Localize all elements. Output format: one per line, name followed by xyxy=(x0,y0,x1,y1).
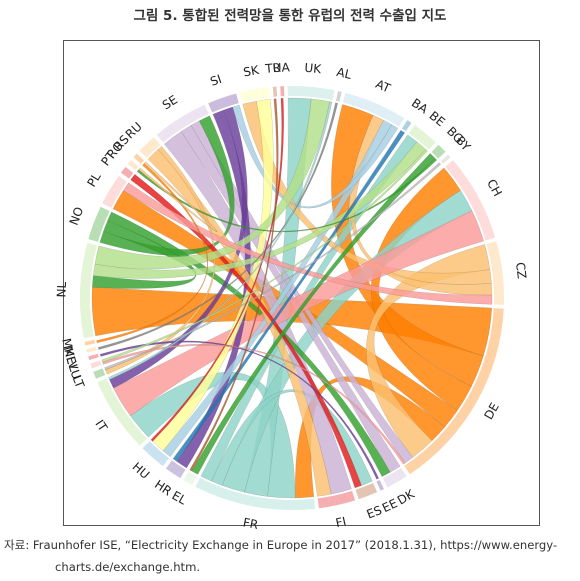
arc-ba xyxy=(401,120,412,132)
arc-si xyxy=(208,93,239,113)
arc-pt xyxy=(120,166,134,179)
arc-al xyxy=(335,91,342,102)
node-label-hu: HU xyxy=(130,460,153,482)
arc-no xyxy=(88,206,110,242)
node-label-ba: BA xyxy=(409,96,431,117)
node-label-dk: DK xyxy=(395,486,418,507)
arc-ee xyxy=(376,480,384,491)
ribbon-al-me xyxy=(97,102,339,350)
figure-title: 그림 5. 통합된 전력망을 통한 유럽의 전력 수출입 지도 xyxy=(133,8,447,24)
figure-source: 자료: Fraunhofer ISE, “Electricity Exchang… xyxy=(4,534,576,578)
node-label-pl: PL xyxy=(84,170,103,189)
node-label-uk: UK xyxy=(304,61,323,77)
node-label-tr: TR xyxy=(264,61,282,76)
arcs-layer xyxy=(79,86,504,511)
arc-at xyxy=(342,92,405,127)
arc-dk xyxy=(382,467,407,488)
node-label-cz: CZ xyxy=(513,261,529,279)
ribbon-de-at xyxy=(331,104,484,387)
node-label-nl: NL xyxy=(54,281,69,297)
ribbon-se-dk xyxy=(180,125,401,473)
node-label-el: EL xyxy=(170,488,190,507)
ribbon-ru-lt xyxy=(105,145,216,375)
ribbon-by-lt xyxy=(104,162,442,371)
ribbon-ro-rs xyxy=(138,161,218,233)
ribbon-at-si xyxy=(232,104,399,209)
arc-pl xyxy=(102,175,127,208)
ribbon-tr-el xyxy=(189,98,279,472)
node-label-lv: LV xyxy=(63,355,81,373)
node-label-hr: HR xyxy=(152,477,174,498)
chord-diagram: UK ALATBABEBGBYCHCZDEDKEEESFIFRELHRHUITLT… xyxy=(54,60,528,530)
arc-ro xyxy=(127,160,139,171)
node-label-al: AL xyxy=(335,65,353,82)
ribbon-uk-it xyxy=(108,101,333,381)
source-line-1: 자료: Fraunhofer ISE, “Electricity Exchang… xyxy=(4,538,558,552)
arc-fr xyxy=(195,477,316,511)
arc-el xyxy=(183,471,197,485)
arc-lv xyxy=(88,353,99,361)
arc-mk xyxy=(84,339,96,346)
arc-tr xyxy=(272,86,278,97)
arc-se xyxy=(156,104,209,143)
node-label-es: ES xyxy=(365,503,384,522)
node-label-ee: EE xyxy=(380,496,400,515)
node-label-be: BE xyxy=(427,108,448,129)
ribbon-fr-es xyxy=(211,389,373,486)
chart-frame xyxy=(63,40,540,526)
node-label-fr: FR xyxy=(242,515,260,530)
ribbon-nl-uk xyxy=(94,98,330,270)
arc-ru xyxy=(139,137,161,158)
arc-cz xyxy=(486,241,504,305)
node-label-it: IT xyxy=(92,417,110,434)
arc-ua xyxy=(280,86,285,97)
arc-by xyxy=(440,154,451,164)
node-label-se: SE xyxy=(160,93,180,113)
ribbon-bg-el xyxy=(191,153,436,475)
node-label-at: AT xyxy=(374,77,394,96)
arc-me xyxy=(86,346,97,353)
node-label-lt: LT xyxy=(70,373,88,390)
node-label-mk: MK xyxy=(59,337,77,359)
source-line-2: charts.de/exchange.htm. xyxy=(55,560,201,574)
arc-fi xyxy=(317,490,356,509)
ribbon-ee-lv xyxy=(99,340,380,480)
labels-layer: UK ALATBABEBGBYCHCZDEDKEEESFIFRELHRHUITLT… xyxy=(54,60,528,530)
node-label-no: NO xyxy=(67,205,87,227)
ribbon-bg-ro xyxy=(136,157,438,233)
arc-hr xyxy=(165,460,186,479)
ribbon-lu-de xyxy=(102,344,406,465)
arc-sk xyxy=(239,87,271,103)
arc-ch xyxy=(445,160,496,241)
arc-es xyxy=(355,482,378,500)
ribbon-ba-hr xyxy=(172,129,406,462)
node-label-ch: CH xyxy=(484,177,505,199)
arc-uk xyxy=(287,86,335,101)
arc-lu xyxy=(90,360,102,369)
arc-hu xyxy=(142,441,169,467)
ribbon-rs-mk xyxy=(96,163,209,344)
node-label-de: DE xyxy=(481,400,501,422)
arc-lt xyxy=(93,368,106,379)
ribbon-be-lu xyxy=(101,149,428,363)
arc-de xyxy=(404,308,504,475)
node-label-me: ME xyxy=(61,345,79,366)
arc-it xyxy=(97,378,147,446)
ribbon-cz-sk xyxy=(242,100,492,285)
ribbon-pt-es xyxy=(130,173,362,489)
arc-bg xyxy=(431,144,446,159)
node-label-fi: FI xyxy=(334,514,347,530)
arc-be xyxy=(408,125,436,150)
ribbon-pl-cz xyxy=(122,182,493,305)
ribbon-nl-be xyxy=(92,141,427,279)
ribbons-layer xyxy=(91,97,493,499)
ribbon-ua-hu xyxy=(150,97,284,442)
arc-rs xyxy=(133,153,145,164)
arc-nl xyxy=(79,242,97,339)
node-label-si: SI xyxy=(208,72,223,89)
node-label-sk: SK xyxy=(242,63,261,80)
node-label-ua: UA xyxy=(272,60,290,75)
node-label-lu: LU xyxy=(66,362,84,381)
